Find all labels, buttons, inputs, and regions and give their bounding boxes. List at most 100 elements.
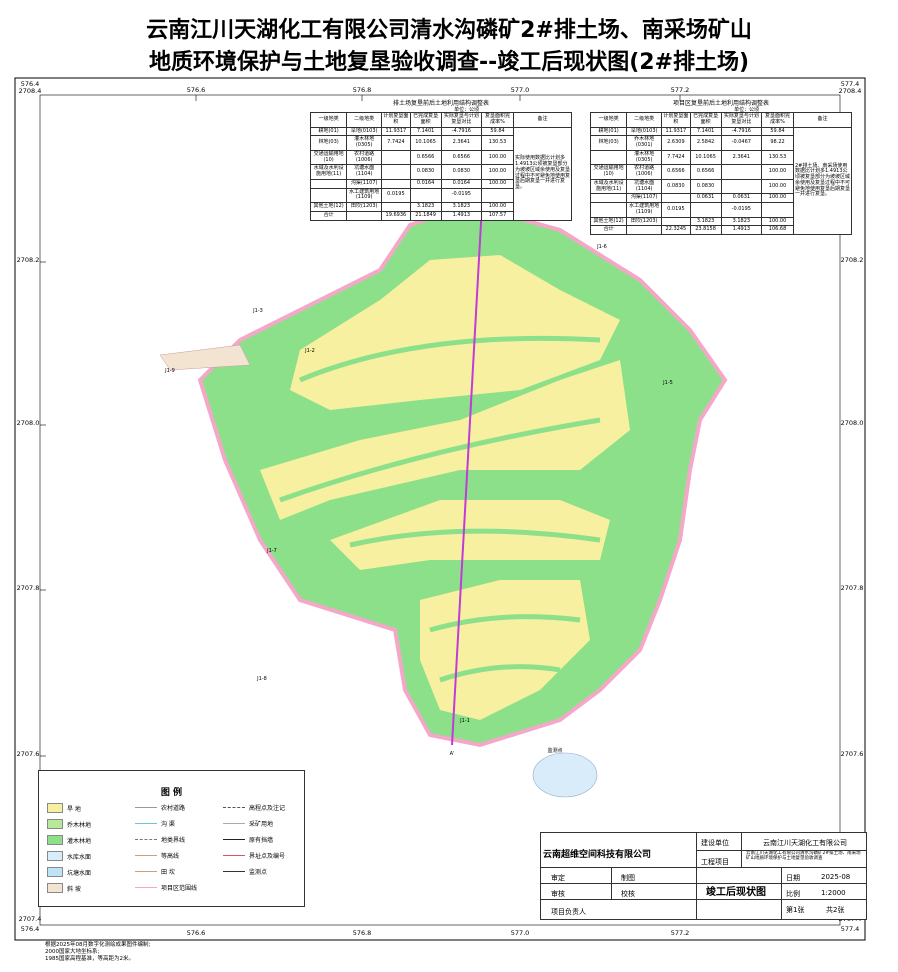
map-label: A'	[450, 751, 455, 757]
table-cell: 0.0830	[661, 178, 691, 195]
table-cell: 3.1823	[409, 202, 442, 212]
x-coord: 576.4	[21, 80, 40, 88]
table-cell: 合计	[589, 225, 628, 235]
table-cell: 水域及水利设施用地(11)	[589, 178, 628, 195]
title-block-line	[541, 883, 866, 884]
table-header-row: 一级地类 二级地类 计划复垦面积 已完成复垦面积 实际复垦与计划复垦对比 复垦面积完成率%…	[589, 112, 852, 128]
table-cell: 0.0830	[409, 164, 442, 180]
table-cell: 坑塘水面(1104)	[346, 164, 383, 180]
data-table: 一级地类 二级地类 计划复垦面积 已完成复垦面积 实际复垦与计划复垦对比 复垦面积完成率%…	[309, 112, 572, 221]
y-coord: 2708.0	[17, 419, 40, 427]
map-label: J1-5	[662, 380, 673, 386]
title-block-text: 项目负责人	[551, 908, 586, 916]
table-cell: 0.0164	[440, 178, 483, 189]
table-cell: 耕地(01)	[309, 126, 348, 137]
legend-label: 农村道路	[161, 805, 186, 812]
table-cell: 农村道路(1006)	[346, 149, 383, 166]
title-block-text: 比例	[786, 890, 800, 898]
legend-item: 采矿用地	[223, 819, 273, 828]
table-cell: 7.1401	[409, 126, 442, 137]
table-cell	[589, 149, 628, 166]
x-coord: 577.0	[511, 86, 530, 94]
table-cell: 田坎(1203)	[626, 216, 663, 227]
header-cell: 复垦面积完成率%	[481, 112, 514, 128]
header-cell: 已完成复垦面积	[409, 112, 442, 128]
table-cell: 0.0195	[381, 187, 411, 203]
y-coord: 2708.0	[841, 419, 864, 427]
legend-label: 坑塘水面	[67, 869, 92, 877]
table-cell: 100.00	[481, 178, 514, 189]
map-label: J1-2	[304, 348, 315, 354]
table-cell: 0.0164	[409, 178, 442, 189]
table-cell: 2.3641	[720, 149, 763, 166]
table-cell: 水工建筑用地(1109)	[626, 202, 663, 218]
table-cell: 0.6566	[409, 149, 442, 166]
header-cell: 实际复垦与计划复垦对比	[720, 112, 763, 128]
table-cell: 交通运输用地(10)	[309, 149, 348, 166]
table-cell: -4.7916	[720, 126, 763, 137]
table-cell: 沟渠(1107)	[346, 178, 383, 189]
table-cell: 10.1065	[409, 135, 442, 151]
legend-item: 地类界线	[135, 835, 185, 844]
table-cell: 7.7424	[661, 149, 691, 166]
legend-item: 项目区范围线	[135, 883, 197, 892]
table-cell: 合计	[309, 210, 348, 221]
table-cell: 0.0830	[689, 178, 722, 195]
x-coord: 576.8	[353, 86, 372, 94]
dryland-area	[330, 500, 610, 570]
title-block-text: 云南江川天湖化工有限公司	[763, 839, 847, 847]
x-coord: 577.4	[841, 925, 860, 933]
legend-swatch	[135, 823, 157, 824]
terrace-strips	[279, 335, 601, 683]
x-coord: 576.4	[21, 925, 40, 933]
legend-label: 原有挡墙	[249, 837, 274, 844]
table-cell: 耕地(01)	[589, 126, 628, 137]
table-row: 林地(03) 灌木林地(0305) 7.7424 10.1065 2.3641 130.5…	[309, 135, 572, 151]
footnote-line: 根据2025年08月数字化测绘成果图件编制;	[45, 942, 151, 948]
legend-label: 界址点及编号	[249, 853, 286, 860]
legend-label: 等高线	[161, 853, 180, 860]
table-caption: 排土场复垦前后土地利用结构调整表	[392, 100, 489, 107]
legend-swatch	[223, 855, 245, 856]
table-row: 水域及水利设施用地(11) 坑塘水面(1104) 0.0830 0.0830 100.0…	[309, 164, 572, 180]
table-cell	[381, 164, 411, 180]
legend-label: 旱 地	[67, 805, 81, 813]
legend-label: 监测点	[249, 869, 268, 876]
table-cell: 田坎(1203)	[346, 202, 383, 212]
map-label: J1-9	[164, 368, 175, 374]
y-coord: 2707.6	[17, 750, 40, 758]
table-cell: 水域及水利设施用地(11)	[309, 164, 348, 180]
legend-item: 斜 坡	[47, 883, 81, 893]
table-cell: 100.00	[761, 193, 794, 203]
legend-label: 斜 坡	[67, 885, 81, 893]
legend-item: 农村道路	[135, 803, 185, 812]
table-cell: -0.0195	[720, 202, 763, 218]
table-cell: 11.9317	[661, 126, 691, 137]
title-block-text: 工程项目	[701, 858, 729, 866]
legend-label: 乔木林地	[67, 821, 92, 829]
legend-swatch	[135, 839, 157, 840]
map-label: 监测点	[547, 747, 562, 754]
inner-frame	[39, 94, 841, 926]
table-cell: 59.84	[761, 126, 794, 137]
table-cell: 100.00	[761, 178, 794, 195]
table-cell	[381, 202, 411, 212]
title-line: 云南江川天湖化工有限公司清水沟磷矿2#排土场、南采场矿山	[146, 18, 752, 43]
title-block-text: 云南超维空间科技有限公司	[543, 850, 652, 860]
table-row: 灌木林地(0305) 7.7424 10.1065 2.3641 130.53	[589, 149, 852, 166]
map-label: J1-8	[256, 676, 267, 682]
table-cell: 农村道路(1006)	[626, 164, 663, 180]
table-cell: 其他土地(12)	[589, 216, 628, 227]
legend-label: 地类界线	[161, 837, 186, 844]
legend-item: 等高线	[135, 851, 179, 860]
legend-swatch	[47, 835, 63, 845]
table-cell: 100.00	[761, 164, 794, 180]
table-cell: 0.6566	[661, 164, 691, 180]
y-coord: 2707.4	[19, 915, 42, 923]
table-cell: 3.1823	[689, 216, 722, 227]
y-coord: 2708.2	[841, 256, 864, 264]
header-cell: 已完成复垦面积	[689, 112, 722, 128]
legend-item: 水库水面	[47, 851, 91, 861]
footnote-line: 2000国家大地坐标系;	[45, 949, 100, 956]
